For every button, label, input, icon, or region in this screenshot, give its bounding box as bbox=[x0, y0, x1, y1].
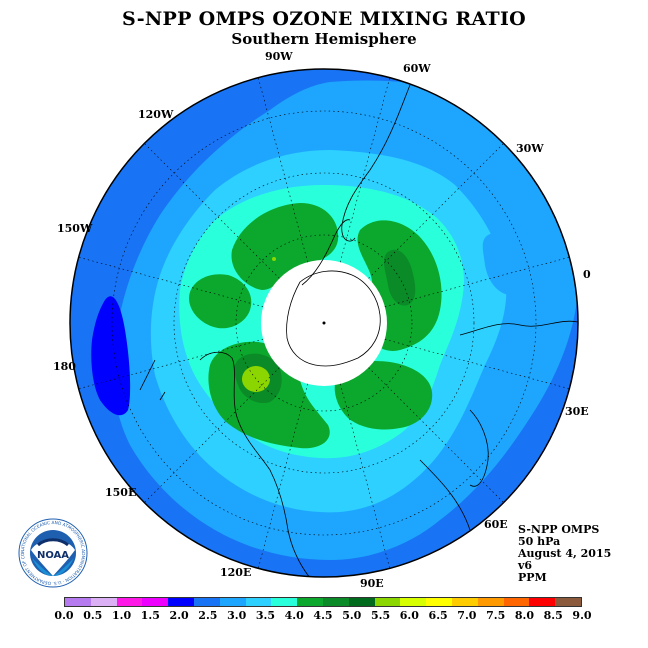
colorbar-tick-label: 3.0 bbox=[227, 609, 247, 622]
meridian-line bbox=[384, 256, 570, 307]
field-cell-4-0-e bbox=[334, 360, 433, 430]
page-title: S-NPP OMPS OZONE MIXING RATIO bbox=[121, 8, 527, 30]
colorbar-tick-label: 9.0 bbox=[572, 609, 592, 622]
longitude-label: 90E bbox=[360, 577, 384, 590]
colorbar bbox=[64, 597, 582, 607]
colorbar-tick-label: 6.0 bbox=[399, 609, 419, 622]
coastlines bbox=[139, 84, 578, 577]
page-subtitle: Southern Hemisphere bbox=[231, 30, 417, 48]
colorbar-tick-label: 2.0 bbox=[169, 609, 189, 622]
colorbar-segment bbox=[271, 598, 298, 606]
colorbar-segment bbox=[426, 598, 452, 606]
colorbar-segment bbox=[168, 598, 194, 606]
map-border bbox=[69, 68, 579, 578]
longitude-label: 120E bbox=[220, 566, 252, 579]
meridian-line bbox=[257, 383, 308, 569]
field-cell-4-0-a bbox=[231, 203, 339, 290]
meridian-line bbox=[368, 143, 504, 279]
info-level: 50 hPa bbox=[518, 535, 561, 548]
meridians bbox=[78, 77, 570, 569]
field-peak-spot bbox=[272, 257, 276, 261]
longitude-label: 30W bbox=[516, 142, 544, 155]
colorbar-tick-label: 4.5 bbox=[313, 609, 333, 622]
colorbar-segment bbox=[477, 598, 504, 606]
colorbar-segment bbox=[555, 598, 581, 606]
colorbar-tick-label: 7.5 bbox=[486, 609, 506, 622]
meridian-line bbox=[144, 143, 280, 279]
field-low-atlantic bbox=[482, 232, 531, 296]
meridian-line bbox=[340, 383, 391, 569]
south-america bbox=[341, 84, 411, 242]
field-peak-cell bbox=[242, 366, 270, 392]
colorbar-segment bbox=[142, 598, 169, 606]
colorbar-segment bbox=[451, 598, 478, 606]
longitude-label: 180 bbox=[53, 360, 76, 373]
field-cell-4-0-b bbox=[189, 274, 252, 329]
antarctic-peninsula bbox=[301, 219, 351, 286]
colorbar-tick-label: 7.0 bbox=[457, 609, 477, 622]
longitude-label: 0 bbox=[583, 268, 591, 281]
madagascar bbox=[469, 409, 489, 487]
meridian-line bbox=[340, 77, 391, 263]
longitude-label: 60W bbox=[403, 62, 431, 75]
colorbar-segment bbox=[297, 598, 323, 606]
field-low-pacific bbox=[91, 296, 131, 416]
graticule bbox=[111, 110, 537, 536]
pole-marker bbox=[322, 321, 326, 325]
colorbar-tick-label: 0.0 bbox=[54, 609, 74, 622]
colorbar-tick-label: 5.5 bbox=[370, 609, 391, 622]
antarctica-outline bbox=[286, 270, 381, 367]
colorbar-segment bbox=[529, 598, 556, 606]
colorbar-segment bbox=[503, 598, 530, 606]
colorbar-tick-label: 5.0 bbox=[342, 609, 362, 622]
info-date: August 4, 2015 bbox=[518, 547, 612, 560]
info-instrument: S-NPP OMPS bbox=[518, 523, 600, 536]
colorbar-segment bbox=[374, 598, 401, 606]
meridian-line bbox=[384, 339, 570, 390]
colorbar-tick-label: 6.5 bbox=[428, 609, 448, 622]
colorbar-segment bbox=[400, 598, 427, 606]
colorbar-tick-label: 0.5 bbox=[83, 609, 103, 622]
colorbar-tick-label: 1.0 bbox=[111, 609, 132, 622]
longitude-label: 90W bbox=[265, 50, 293, 63]
longitude-label: 60E bbox=[484, 518, 508, 531]
longitude-label: 30E bbox=[565, 405, 589, 418]
colorbar-tick-label: 4.0 bbox=[284, 609, 304, 622]
meridian-line bbox=[144, 367, 280, 503]
colorbar-segment bbox=[65, 598, 91, 606]
colorbar-segment bbox=[322, 598, 349, 606]
colorbar-segment bbox=[348, 598, 375, 606]
meridian-line bbox=[257, 77, 308, 263]
info-version: v6 bbox=[518, 559, 533, 572]
longitude-label: 120W bbox=[138, 108, 174, 121]
australia bbox=[199, 351, 311, 577]
new-zealand bbox=[139, 359, 166, 401]
longitude-label: 150W bbox=[57, 222, 93, 235]
colorbar-segment bbox=[245, 598, 272, 606]
meridian-line bbox=[78, 256, 264, 307]
longitude-label: 150E bbox=[105, 486, 137, 499]
noaa-logo-text: NOAA bbox=[37, 550, 69, 561]
meridian-line bbox=[368, 367, 504, 503]
colorbar-tick-label: 3.5 bbox=[255, 609, 276, 622]
info-units: PPM bbox=[518, 571, 547, 584]
colorbar-tick-label: 8.0 bbox=[514, 609, 535, 622]
noaa-logo: NATIONAL OCEANIC AND ATMOSPHERIC ADMINIS… bbox=[18, 518, 88, 588]
colorbar-segment bbox=[90, 598, 117, 606]
colorbar-segment bbox=[219, 598, 246, 606]
colorbar-tick-label: 2.5 bbox=[198, 609, 218, 622]
colorbar-segment bbox=[116, 598, 143, 606]
colorbar-tick-label: 1.5 bbox=[140, 609, 160, 622]
meridian-line bbox=[78, 339, 264, 390]
colorbar-segment bbox=[193, 598, 220, 606]
colorbar-tick-label: 8.5 bbox=[543, 609, 563, 622]
